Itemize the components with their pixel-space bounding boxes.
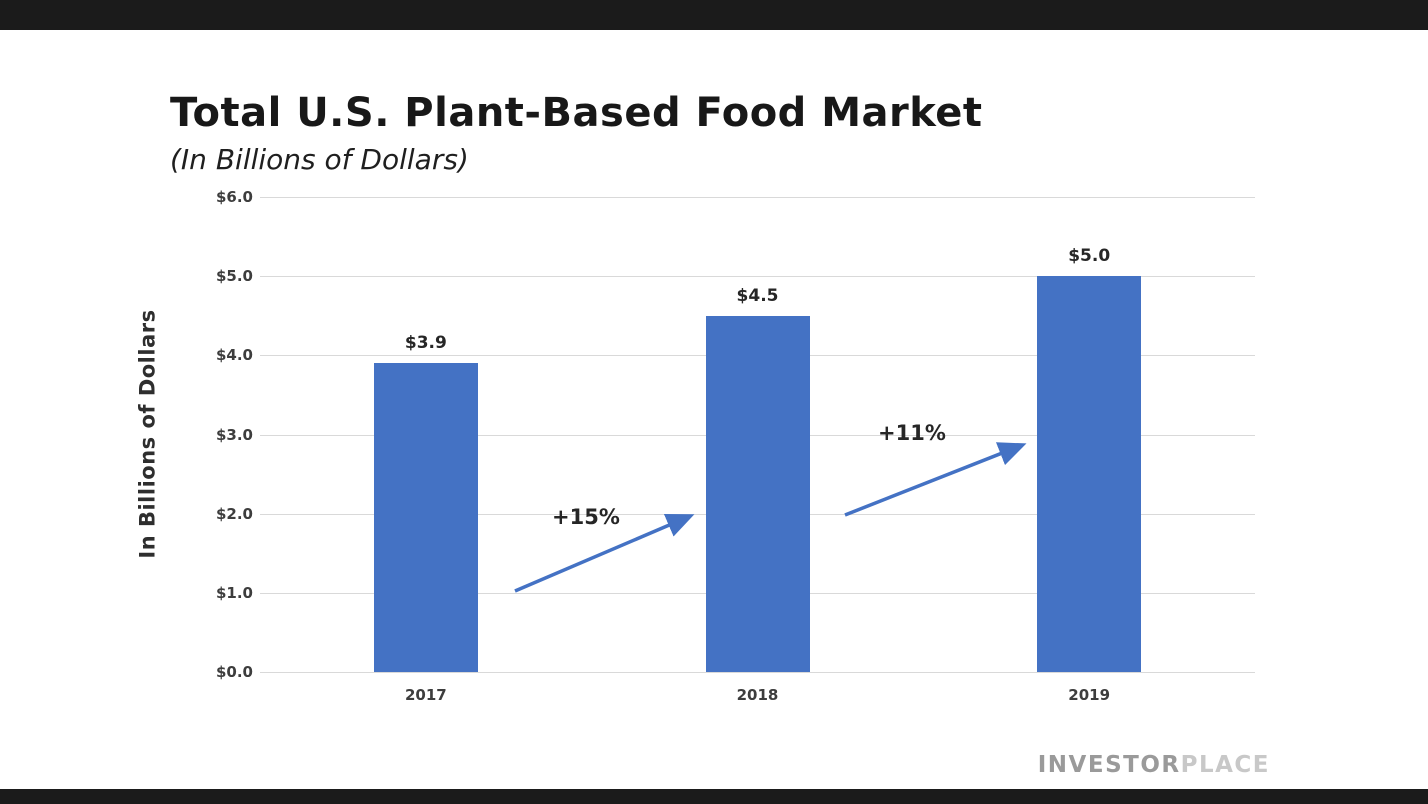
plot-area: $3.9 $4.5 $5.0 +15% +11% <box>260 197 1255 673</box>
y-tick-label: $1.0 <box>215 583 253 602</box>
bar-value-label: $5.0 <box>1068 246 1111 267</box>
growth-label-11pct: +11% <box>878 421 946 445</box>
brand-investor-text: INVESTOR <box>1037 752 1181 778</box>
y-tick-label: $4.0 <box>215 346 253 365</box>
x-axis-labels: 2017 2018 2019 <box>260 686 1255 704</box>
bar-2017 <box>373 363 478 672</box>
bar-value-label: $3.9 <box>404 333 447 354</box>
y-axis-tick-labels: $6.0 $5.0 $4.0 $3.0 $2.0 $1.0 $0.0 <box>150 188 253 681</box>
y-tick-label: $0.0 <box>215 663 253 681</box>
bar-2019 <box>1037 276 1142 672</box>
y-tick-label: $6.0 <box>215 188 253 206</box>
gridline <box>260 672 1255 673</box>
brand-place-text: PLACE <box>1180 752 1270 778</box>
investorplace-logo: INVESTORPLACE <box>1038 752 1270 778</box>
x-axis-label-2018: 2018 <box>736 686 779 704</box>
growth-label-15pct: +15% <box>552 505 620 529</box>
bar-column-2019: $5.0 <box>923 197 1255 672</box>
y-tick-label: $3.0 <box>215 425 253 444</box>
gridline <box>260 197 1255 198</box>
gridline <box>260 276 1255 278</box>
bar-2018 <box>705 315 810 672</box>
bar-column-2018: $4.5 <box>592 197 924 672</box>
chart-title: Total U.S. Plant-Based Food Market <box>170 90 983 136</box>
chart-subtitle: (In Billions of Dollars) <box>170 143 469 176</box>
bar-value-label: $4.5 <box>736 285 779 306</box>
bottom-letterbox-bar <box>0 789 1428 804</box>
bar-column-2017: $3.9 <box>260 197 592 672</box>
x-axis-label-2019: 2019 <box>1068 686 1111 704</box>
top-letterbox-bar <box>0 0 1428 30</box>
y-tick-label: $2.0 <box>215 504 253 523</box>
x-axis-label-2017: 2017 <box>404 686 447 704</box>
bar-series: $3.9 $4.5 $5.0 <box>260 197 1255 672</box>
y-tick-label: $5.0 <box>215 267 253 286</box>
